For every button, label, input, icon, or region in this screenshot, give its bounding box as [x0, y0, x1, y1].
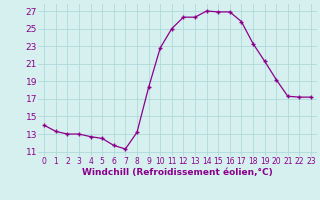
X-axis label: Windchill (Refroidissement éolien,°C): Windchill (Refroidissement éolien,°C) — [82, 168, 273, 177]
